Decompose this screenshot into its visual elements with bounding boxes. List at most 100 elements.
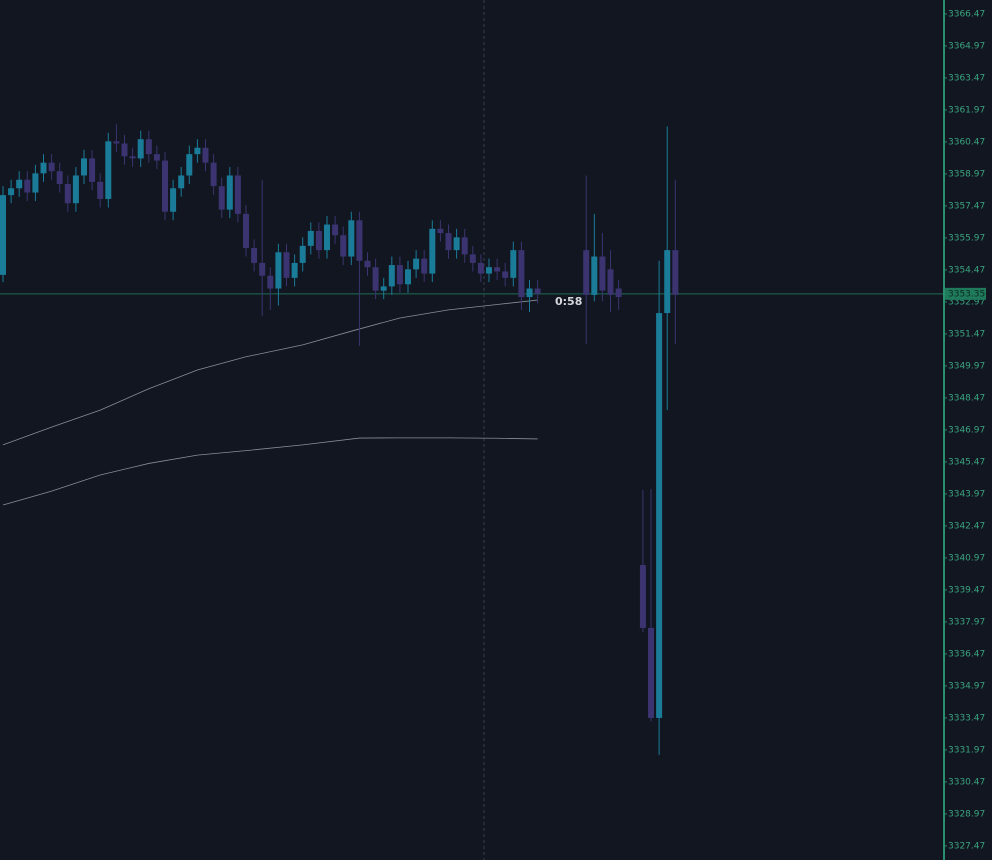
y-tick-label: 3364.97 [948, 41, 985, 51]
candle-body [162, 160, 169, 212]
y-tick-label: 3336.47 [948, 649, 985, 659]
candle-body [97, 181, 104, 199]
candle-body [396, 265, 403, 285]
y-tick-label: 3339.47 [948, 585, 985, 595]
candle-body [648, 627, 655, 718]
y-tick-label: 3328.97 [948, 809, 985, 819]
countdown: 0:58 [555, 295, 582, 308]
candle-body [437, 228, 444, 234]
candle-body [534, 288, 541, 294]
candle-body [8, 188, 15, 196]
y-tick-label: 3349.97 [948, 361, 985, 371]
y-tick-label: 3351.47 [948, 329, 985, 339]
candle-body [364, 260, 371, 268]
candle-body [453, 237, 460, 251]
candle-body [469, 254, 476, 263]
y-tick-label: 3361.97 [948, 105, 985, 115]
candle-body [40, 162, 47, 174]
y-tick-label: 3358.97 [948, 169, 985, 179]
candle-body [56, 171, 63, 185]
candle-body [477, 262, 484, 274]
y-tick-label: 3345.47 [948, 457, 985, 467]
y-tick-label: 3340.97 [948, 553, 985, 563]
candle-body [275, 252, 282, 289]
candle-body [429, 228, 436, 274]
candle-body [137, 139, 144, 159]
candle-body [510, 250, 517, 278]
candle-body [356, 220, 363, 261]
y-tick-label: 3346.97 [948, 425, 985, 435]
candle-body [259, 262, 266, 276]
candle-body [16, 179, 23, 189]
candle-body [80, 158, 87, 176]
candle-body [72, 175, 79, 204]
candle-body [210, 162, 217, 187]
candle-body [486, 267, 493, 274]
candle-body [445, 233, 452, 251]
candle-body [64, 184, 71, 204]
candle-body [656, 313, 663, 718]
candle-body [105, 141, 112, 199]
candle-body [24, 179, 31, 193]
candle-body [615, 288, 622, 298]
candle-body [315, 230, 322, 251]
candle-body [291, 262, 298, 278]
price-box [945, 287, 986, 300]
candle-body [672, 250, 679, 295]
candle-body [267, 275, 274, 289]
candle-body [89, 158, 96, 182]
y-tick-label: 3352.97 [948, 297, 985, 307]
candle-body [340, 235, 347, 257]
candle-body [348, 220, 355, 257]
candle-body [251, 247, 258, 263]
candle-body [129, 156, 136, 159]
candle-body [388, 265, 395, 287]
candle-body [48, 162, 55, 172]
candle-body [332, 224, 339, 236]
y-tick-label: 3334.97 [948, 681, 985, 691]
candle-body [194, 147, 201, 155]
candle-body [599, 256, 606, 291]
candle-body [226, 175, 233, 210]
y-tick-label: 3343.97 [948, 489, 985, 499]
y-tick-label: 3363.47 [948, 73, 985, 83]
candle-body [283, 252, 290, 278]
moving-average [2, 437, 538, 506]
price-label: 3353.35 [948, 289, 985, 299]
y-tick-label: 3333.47 [948, 713, 985, 723]
candle-body [307, 230, 314, 246]
candle-body [664, 250, 671, 314]
candle-body [153, 154, 160, 161]
candle-body [186, 154, 193, 176]
candle-body [607, 269, 614, 295]
candle-body [170, 188, 177, 212]
candle-body [421, 258, 428, 274]
moving-average [2, 299, 538, 446]
y-tick-label: 3366.47 [948, 9, 985, 19]
y-tick-label: 3327.47 [948, 841, 985, 851]
candle-body [591, 256, 598, 295]
candle-body [113, 141, 120, 144]
candle-body [145, 139, 152, 155]
y-tick-label: 3331.97 [948, 745, 985, 755]
candle-body [583, 250, 590, 295]
candle-body [639, 564, 646, 628]
candle-body [32, 173, 39, 193]
y-tick-label: 3360.47 [948, 137, 985, 147]
y-tick-label: 3355.97 [948, 233, 985, 243]
candle-body [518, 250, 525, 298]
candle-body [494, 267, 501, 272]
candle-body [461, 237, 468, 255]
y-tick-label: 3354.47 [948, 265, 985, 275]
candle-body [405, 269, 412, 285]
candle-body [0, 195, 6, 275]
candle-body [324, 224, 331, 251]
candle-body [413, 258, 420, 270]
candle-body [121, 143, 128, 157]
candle-body [502, 271, 509, 278]
candle-body [218, 186, 225, 210]
y-tick-label: 3357.47 [948, 201, 985, 211]
